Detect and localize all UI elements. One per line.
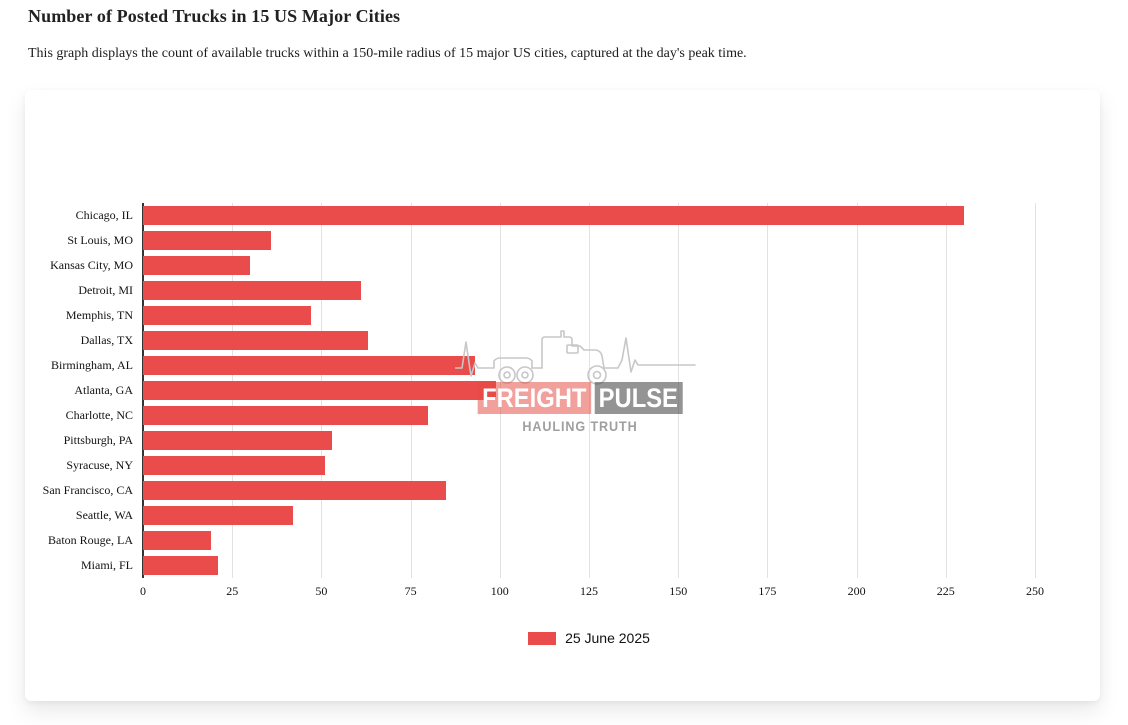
bar-row: [143, 528, 1035, 553]
bar[interactable]: [143, 381, 497, 400]
x-tick-label: 200: [847, 584, 866, 598]
gridline: [767, 203, 769, 578]
x-axis-ticks: 0 25 50 75 100 125 150 175 200 225 250: [140, 584, 1044, 600]
x-tick-label: 225: [936, 584, 955, 598]
x-tick-label: 175: [758, 584, 777, 598]
page-title: Number of Posted Trucks in 15 US Major C…: [28, 6, 401, 26]
x-tick-label: 0: [140, 584, 146, 598]
bar-row: [143, 478, 1035, 503]
bar[interactable]: [143, 206, 964, 225]
bar-row: [143, 553, 1035, 578]
category-label: St Louis, MO: [67, 233, 133, 247]
bar[interactable]: [143, 256, 251, 275]
bar[interactable]: [143, 356, 475, 375]
bar[interactable]: [143, 306, 311, 325]
chart-card: Chicago, IL St Louis, MO Kansas City, MO De…: [25, 90, 1100, 701]
page-subtitle: This graph displays the count of availab…: [28, 46, 747, 61]
category-labels: Chicago, IL St Louis, MO Kansas City, MO De…: [25, 203, 133, 578]
bar-row: [143, 428, 1035, 453]
bar[interactable]: [143, 481, 447, 500]
category-label: Charlotte, NC: [65, 408, 133, 422]
category-label: Dallas, TX: [80, 333, 133, 347]
category-label: Kansas City, MO: [50, 258, 133, 272]
category-label: Memphis, TN: [65, 308, 133, 322]
bar-row: [143, 403, 1035, 428]
bar-row: [143, 503, 1035, 528]
x-tick-label: 150: [669, 584, 688, 598]
plot-area: [142, 203, 1036, 578]
gridline: [1035, 203, 1036, 578]
x-tick-label: 100: [490, 584, 509, 598]
legend[interactable]: 25 June 2025: [143, 630, 1035, 646]
bars-container: [143, 203, 1035, 578]
bar-row: [143, 253, 1035, 278]
bar-row: [143, 378, 1035, 403]
bar-row: [143, 353, 1035, 378]
bar[interactable]: [143, 281, 361, 300]
bar[interactable]: [143, 556, 218, 575]
legend-label[interactable]: 25 June 2025: [565, 630, 650, 646]
bar[interactable]: [143, 531, 211, 550]
category-label: Baton Rouge, LA: [48, 533, 133, 547]
bar[interactable]: [143, 506, 293, 525]
category-label: Syracuse, NY: [66, 458, 133, 472]
x-tick-label: 125: [580, 584, 598, 598]
bar-row: [143, 328, 1035, 353]
gridline: [856, 203, 858, 578]
bar-row: [143, 203, 1035, 228]
bar-row: [143, 453, 1035, 478]
bar[interactable]: [143, 231, 272, 250]
bar[interactable]: [143, 431, 333, 450]
x-tick-label: 50: [315, 584, 328, 598]
category-label: Seattle, WA: [75, 508, 133, 522]
bar[interactable]: [143, 406, 429, 425]
gridline: [945, 203, 947, 578]
bar[interactable]: [143, 331, 368, 350]
category-label: Chicago, IL: [75, 208, 133, 222]
category-label: San Francisco, CA: [42, 483, 133, 497]
legend-swatch[interactable]: [528, 631, 557, 645]
x-tick-label: 25: [226, 584, 239, 598]
category-label: Birmingham, AL: [51, 358, 133, 372]
x-tick-label: 75: [404, 584, 417, 598]
bar[interactable]: [143, 456, 325, 475]
category-label: Detroit, MI: [78, 283, 133, 297]
category-label: Atlanta, GA: [74, 383, 133, 397]
category-label: Pittsburgh, PA: [63, 433, 133, 447]
bar-row: [143, 278, 1035, 303]
x-tick-label: 250: [1026, 584, 1044, 598]
bar-row: [143, 228, 1035, 253]
category-label: Miami, FL: [80, 558, 133, 572]
bar-row: [143, 303, 1035, 328]
